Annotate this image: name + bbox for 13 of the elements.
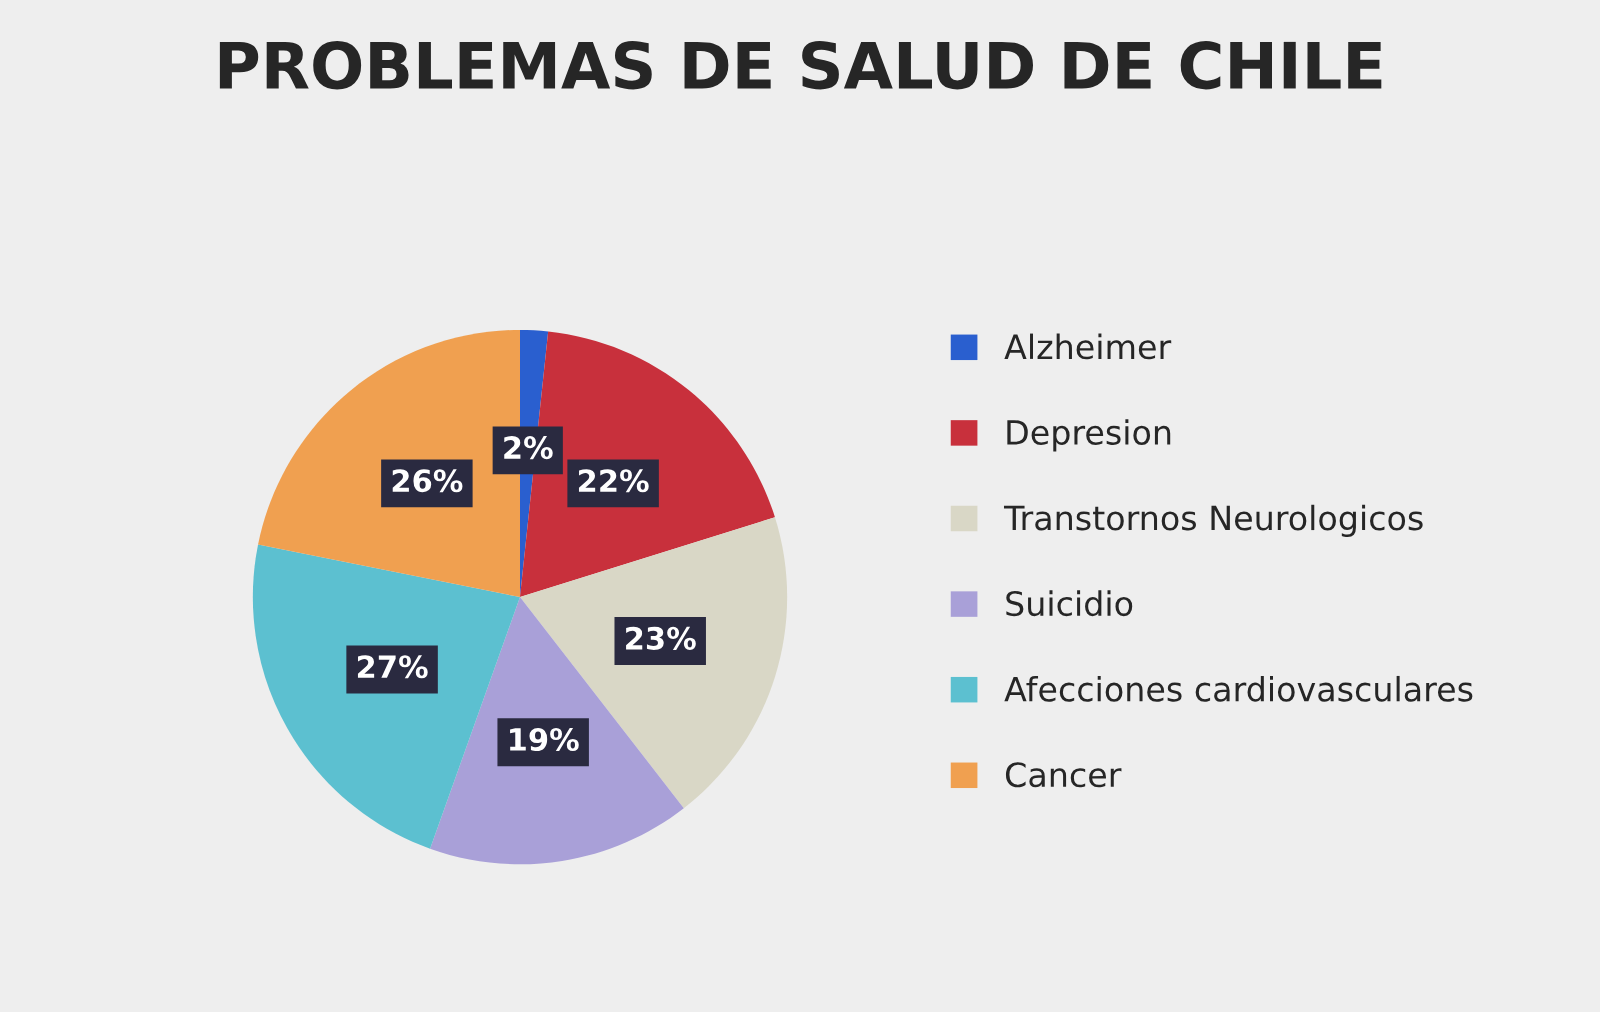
legend-label: Alzheimer xyxy=(1004,333,1172,360)
legend-label: Suicidio xyxy=(1006,590,1133,617)
chart-title: PROBLEMAS DE SALUD DE CHILE xyxy=(219,41,1382,90)
data-label: 2% xyxy=(504,436,553,460)
data-label: 27% xyxy=(357,655,428,679)
data-label: 26% xyxy=(392,469,463,493)
legend-label: Afecciones cardiovasculares xyxy=(1004,675,1473,702)
legend-label: Cancer xyxy=(1005,762,1122,788)
legend-label: Depresion xyxy=(1007,419,1171,452)
data-label: 22% xyxy=(578,469,649,493)
data-label: 19% xyxy=(510,727,579,752)
data-label: 23% xyxy=(626,626,696,650)
legend-label: Transtornos Neurologicos xyxy=(1003,504,1423,538)
